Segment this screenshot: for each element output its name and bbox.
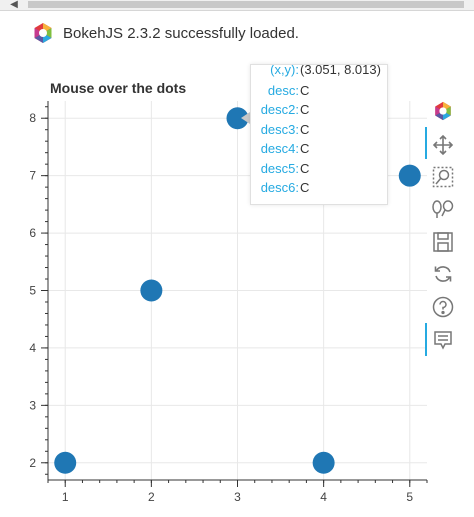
tooltip-row: desc4: C [251, 140, 387, 158]
box-zoom-icon[interactable] [431, 165, 455, 189]
data-point[interactable] [398, 164, 421, 187]
bokeh-logo-icon [34, 23, 52, 43]
hover-icon[interactable] [431, 328, 455, 352]
tooltip-row: desc5: C [251, 160, 387, 178]
data-point[interactable] [140, 279, 163, 302]
tooltip-value: C [300, 122, 310, 137]
x-tick-label: 1 [62, 490, 69, 504]
y-tick-label: 7 [29, 169, 36, 183]
horizontal-scrollbar[interactable]: ◀ [0, 0, 474, 11]
load-status: BokehJS 2.3.2 successfully loaded. [32, 22, 299, 44]
plot-title: Mouse over the dots [50, 80, 187, 96]
tooltip-key: desc3: [260, 122, 299, 137]
scrollbar-thumb[interactable] [28, 1, 464, 8]
hover-active-indicator [425, 323, 427, 356]
pan-icon[interactable] [431, 133, 455, 157]
save-icon[interactable] [431, 230, 455, 254]
x-tick-label: 4 [320, 490, 327, 504]
tooltip-value: C [300, 161, 310, 176]
tooltip-value: C [300, 83, 310, 98]
x-tick-label: 3 [234, 490, 241, 504]
hover-tooltip: (x,y): (3.051, 8.013) desc: C desc2: C d… [250, 64, 388, 205]
tooltip-key: desc2: [260, 102, 299, 117]
y-tick-label: 3 [29, 398, 36, 412]
y-tick-label: 6 [29, 226, 36, 240]
pan-active-indicator [425, 127, 427, 159]
tooltip-row: desc3: C [251, 121, 387, 139]
tooltip-key: desc: [267, 83, 299, 98]
tooltip-key: desc5: [260, 161, 299, 176]
data-point[interactable] [54, 451, 77, 474]
tooltip-value: C [300, 141, 310, 156]
scroll-left-arrow-icon[interactable]: ◀ [10, 0, 18, 10]
y-tick-label: 4 [29, 341, 36, 355]
tooltip-key: desc6: [260, 180, 299, 195]
tooltip-value: (3.051, 8.013) [300, 64, 381, 77]
x-tick-label: 5 [406, 490, 413, 504]
wheel-zoom-icon[interactable] [431, 197, 455, 221]
plot-toolbar [425, 97, 465, 367]
tooltip-row: desc: C [251, 82, 387, 100]
load-status-text: BokehJS 2.3.2 successfully loaded. [63, 24, 299, 42]
y-tick-label: 5 [29, 284, 36, 298]
tooltip-key: desc4: [260, 141, 299, 156]
bokeh-logo-icon[interactable] [431, 99, 455, 123]
tooltip-value: C [300, 180, 310, 195]
reset-icon[interactable] [431, 262, 455, 286]
tooltip-key: (x,y): [270, 64, 299, 77]
y-tick-label: 8 [29, 111, 36, 125]
tooltip-row: desc2: C [251, 101, 387, 119]
tooltip-pointer [241, 112, 250, 124]
tooltip-row: desc6: C [251, 179, 387, 197]
help-icon[interactable] [431, 295, 455, 319]
tooltip-value: C [300, 102, 310, 117]
x-tick-label: 2 [148, 490, 155, 504]
tooltip-row: (x,y): (3.051, 8.013) [251, 64, 387, 79]
data-point[interactable] [312, 451, 335, 474]
y-tick-label: 2 [29, 456, 36, 470]
